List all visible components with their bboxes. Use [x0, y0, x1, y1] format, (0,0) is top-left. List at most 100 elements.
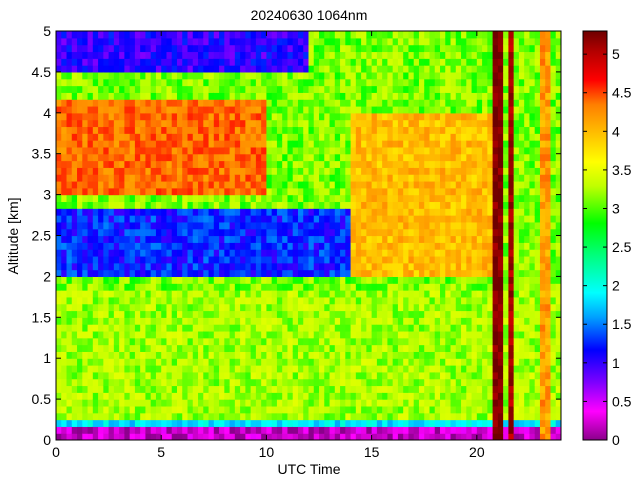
heatmap-cell: [382, 140, 389, 148]
heatmap-cell: [429, 221, 436, 230]
heatmap-cell: [376, 78, 383, 87]
heatmap-cell: [240, 269, 246, 277]
heatmap-cell: [450, 31, 457, 39]
heatmap-cell: [434, 71, 441, 80]
heatmap-cell: [408, 385, 415, 393]
heatmap-cell: [145, 385, 152, 393]
heatmap-cell: [213, 140, 220, 148]
heatmap-cell: [145, 99, 152, 107]
heatmap-cell: [303, 249, 310, 257]
heatmap-cell: [140, 160, 147, 168]
heatmap-cell: [176, 405, 183, 414]
heatmap-cell: [313, 242, 320, 250]
heatmap-cell: [119, 283, 125, 291]
heatmap-cell: [71, 310, 78, 318]
heatmap-cell: [455, 215, 462, 223]
heatmap-cell: [476, 58, 483, 66]
heatmap-cell: [397, 358, 404, 366]
heatmap-cell: [408, 44, 415, 53]
heatmap-cell: [140, 283, 147, 291]
heatmap-cell: [66, 126, 73, 134]
heatmap-cell: [366, 358, 373, 366]
heatmap-cell: [324, 92, 331, 100]
heatmap-cell: [224, 146, 231, 155]
heatmap-cell: [145, 194, 152, 203]
heatmap-cell: [150, 283, 157, 291]
heatmap-cell: [155, 215, 162, 223]
heatmap-cell: [403, 358, 410, 366]
heatmap-cell: [466, 337, 473, 346]
heatmap-cell: [461, 174, 467, 182]
heatmap-cell: [229, 78, 236, 87]
heatmap-cell: [245, 385, 252, 393]
heatmap-cell: [219, 242, 225, 250]
heatmap-cell: [71, 180, 78, 189]
heatmap-cell: [329, 126, 336, 134]
heatmap-cell: [224, 276, 231, 284]
heatmap-cell: [355, 44, 362, 53]
heatmap-cell: [440, 194, 446, 203]
heatmap-cell: [234, 194, 241, 203]
heatmap-cell: [334, 405, 341, 414]
heatmap-cell: [98, 140, 104, 148]
heatmap-cell: [271, 330, 278, 339]
heatmap-cell: [371, 371, 378, 380]
heatmap-cell: [476, 365, 483, 373]
heatmap-cell: [134, 194, 141, 203]
heatmap-cell: [413, 92, 420, 100]
heatmap-cell: [324, 160, 331, 168]
heatmap-cell: [413, 167, 420, 175]
heatmap-cell: [66, 208, 73, 216]
heatmap-cell: [155, 290, 162, 298]
heatmap-cell: [308, 78, 315, 87]
heatmap-cell: [192, 269, 199, 277]
heatmap-cell: [313, 37, 320, 46]
heatmap-cell: [182, 269, 189, 277]
heatmap-cell: [297, 412, 304, 421]
heatmap-cell: [261, 140, 268, 148]
heatmap-cell: [166, 31, 173, 39]
heatmap-cell: [161, 290, 168, 298]
heatmap-cell: [297, 296, 304, 305]
heatmap-cell: [240, 112, 246, 121]
heatmap-cell: [418, 221, 425, 230]
heatmap-cell: [429, 228, 436, 237]
heatmap-cell: [271, 58, 278, 66]
heatmap-cell: [434, 119, 441, 128]
heatmap-cell: [271, 71, 278, 80]
heatmap-cell: [261, 65, 268, 73]
heatmap-cell: [455, 399, 462, 407]
heatmap-cell: [234, 51, 241, 59]
heatmap-cell: [61, 283, 68, 291]
heatmap-cell: [387, 358, 394, 366]
heatmap-cell: [397, 221, 404, 230]
heatmap-cell: [303, 85, 310, 93]
heatmap-cell: [108, 112, 115, 121]
heatmap-cell: [182, 119, 189, 128]
heatmap-cell: [424, 126, 431, 134]
heatmap-cell: [308, 290, 315, 298]
heatmap-cell: [382, 201, 389, 209]
heatmap-cell: [171, 99, 178, 107]
heatmap-cell: [171, 392, 178, 400]
heatmap-cell: [71, 385, 78, 393]
heatmap-cell: [140, 412, 147, 421]
heatmap-cell: [413, 433, 420, 440]
heatmap-cell: [487, 215, 494, 223]
heatmap-cell: [119, 105, 125, 114]
heatmap-cell: [487, 119, 494, 128]
heatmap-cell: [229, 365, 236, 373]
heatmap-cell: [297, 85, 304, 93]
heatmap-cell: [434, 330, 441, 339]
heatmap-cell: [387, 31, 394, 39]
heatmap-cell: [213, 276, 220, 284]
heatmap-cell: [255, 412, 262, 421]
heatmap-cell: [182, 433, 189, 440]
heatmap-cell: [119, 174, 125, 182]
heatmap-cell: [108, 44, 115, 53]
heatmap-cell: [287, 399, 294, 407]
heatmap-cell: [245, 99, 252, 107]
heatmap-cell: [403, 119, 410, 128]
heatmap-cell: [392, 235, 399, 243]
heatmap-cell: [292, 99, 299, 107]
